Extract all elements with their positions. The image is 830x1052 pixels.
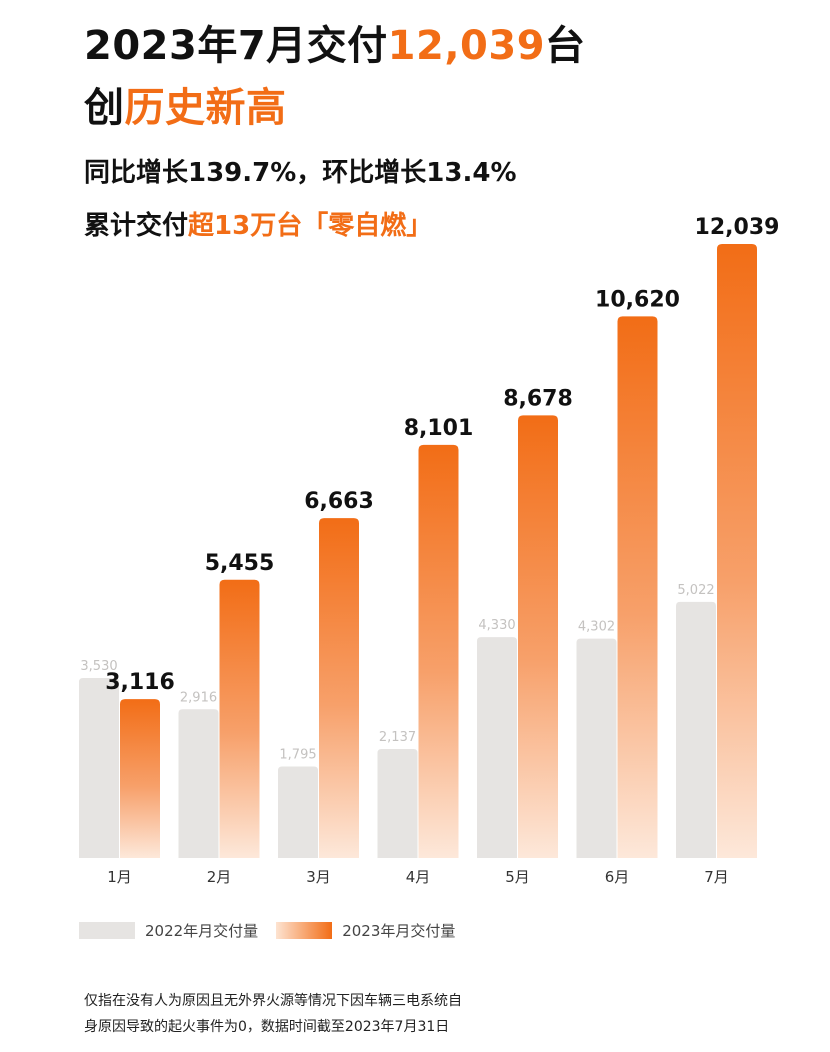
bar-2023-6	[617, 316, 658, 858]
label-2023-7: 12,039	[695, 215, 780, 240]
label-2022-1: 3,530	[80, 659, 117, 674]
bar-2022-2	[178, 709, 219, 858]
label-2022-6: 4,302	[578, 620, 615, 635]
headline-prefix: 2023年7月交付	[84, 23, 388, 69]
label-2023-5: 8,678	[503, 386, 573, 411]
label-2023-3: 6,663	[304, 489, 374, 514]
cumulative-highlight: 超13万台「零自燃」	[188, 211, 433, 241]
x-tick-label-2: 2月	[207, 868, 232, 886]
bar-2023-3	[319, 518, 359, 858]
label-2022-7: 5,022	[677, 583, 714, 598]
label-2023-1: 3,116	[105, 670, 175, 695]
bar-2023-4	[418, 444, 459, 858]
cumulative-subtitle: 累计交付超13万台「零自燃」	[84, 207, 432, 245]
legend-label-2023: 2023年月交付量	[342, 922, 456, 940]
label-2022-2: 2,916	[180, 690, 217, 705]
label-2023-2: 5,455	[205, 551, 275, 576]
x-tick-label-6: 6月	[605, 868, 630, 886]
bar-2023-7	[717, 244, 757, 858]
headline-line1: 2023年7月交付12,039台	[84, 14, 586, 78]
growth-subtitle: 同比增长139.7%，环比增长13.4%	[84, 158, 517, 188]
bar-2023-1	[120, 699, 160, 858]
headline-line2: 创历史新高	[84, 76, 287, 140]
footnote-line1: 仅指在没有人为原因且无外界火源等情况下因车辆三电系统自	[84, 993, 462, 1009]
bar-2022-7	[676, 601, 716, 858]
x-tick-label-5: 5月	[505, 868, 530, 886]
bar-2022-3	[278, 766, 318, 858]
headline-record-high: 历史新高	[124, 85, 287, 131]
x-tick-label-4: 4月	[406, 868, 431, 886]
legend-swatch-2023	[276, 922, 333, 939]
label-2023-4: 8,101	[404, 416, 474, 441]
x-tick-label-7: 7月	[704, 868, 729, 886]
label-2022-3: 1,795	[279, 747, 316, 762]
bar-2023-5	[518, 415, 558, 858]
cumulative-prefix: 累计交付	[84, 211, 189, 241]
x-tick-label-1: 1月	[107, 868, 132, 886]
bar-2022-6	[576, 638, 617, 858]
headline-delivery-number: 12,039	[387, 23, 546, 69]
headline-line2-prefix: 创	[84, 85, 125, 131]
headline-suffix: 台	[545, 23, 586, 69]
footnote: 仅指在没有人为原因且无外界火源等情况下因车辆三电系统自 身原因导致的起火事件为0…	[84, 988, 462, 1040]
bar-2022-4	[377, 749, 418, 858]
label-2023-6: 10,620	[595, 287, 680, 312]
footnote-line2: 身原因导致的起火事件为0，数据时间截至2023年7月31日	[84, 1019, 450, 1035]
label-2022-5: 4,330	[478, 618, 515, 633]
bar-2022-5	[477, 637, 517, 858]
bar-2023-2	[219, 579, 260, 858]
legend-swatch-2022	[79, 922, 135, 939]
bar-2022-1	[79, 677, 119, 858]
legend-label-2022: 2022年月交付量	[145, 922, 259, 940]
label-2022-4: 2,137	[379, 730, 416, 745]
chart-legend: 2022年月交付量 2023年月交付量	[79, 920, 473, 941]
x-tick-label-3: 3月	[306, 868, 331, 886]
